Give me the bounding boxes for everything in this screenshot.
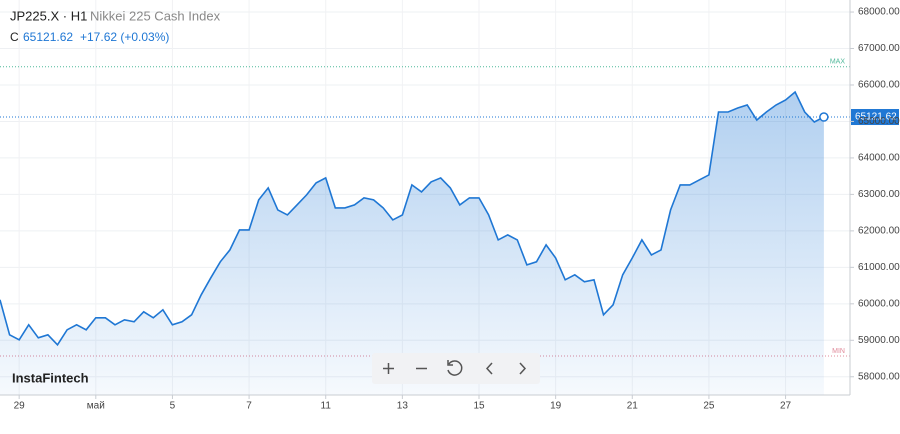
x-tick-label: 13 xyxy=(397,401,409,412)
x-tick-label: 5 xyxy=(170,401,176,412)
y-tick-label: 66000.00 xyxy=(858,80,900,91)
level-label: MAX xyxy=(830,59,846,66)
zoom-in-button[interactable] xyxy=(374,355,403,382)
y-tick-label: 65000.00 xyxy=(858,116,900,127)
y-tick-label: 64000.00 xyxy=(858,153,900,164)
symbol: JP225.X · H1 xyxy=(10,8,87,23)
zoom-out-button[interactable] xyxy=(407,355,436,382)
price-change: +17.62 (+0.03%) xyxy=(80,30,169,44)
x-tick-label: 25 xyxy=(703,401,715,412)
level-label: MIN xyxy=(832,348,845,355)
price-prefix: C xyxy=(10,30,19,44)
y-tick-label: 63000.00 xyxy=(858,189,900,200)
scroll-right-button[interactable] xyxy=(508,355,537,382)
x-tick-label: 19 xyxy=(550,401,562,412)
reset-button[interactable] xyxy=(440,355,469,382)
brand: InstaFintech xyxy=(12,370,89,385)
y-tick-label: 59000.00 xyxy=(858,335,900,346)
x-tick-label: 11 xyxy=(321,401,332,412)
instrument-name: Nikkei 225 Cash Index xyxy=(90,8,221,23)
area-fill xyxy=(0,92,824,395)
y-tick-label: 58000.00 xyxy=(858,371,900,382)
x-tick-label: 15 xyxy=(473,401,485,412)
scroll-left-button[interactable] xyxy=(475,355,504,382)
zoom-controls xyxy=(372,353,540,384)
y-tick-label: 67000.00 xyxy=(858,43,900,54)
x-tick-label: 27 xyxy=(780,401,792,412)
x-tick-label: май xyxy=(87,401,105,412)
last-point xyxy=(819,112,829,122)
y-tick-label: 60000.00 xyxy=(858,298,900,309)
x-tick-label: 7 xyxy=(246,401,252,412)
last-price-label: 65121.62 xyxy=(855,112,897,123)
price-line xyxy=(0,90,825,347)
y-tick-label: 62000.00 xyxy=(858,226,900,237)
last-price-box xyxy=(851,109,899,126)
x-tick-label: 21 xyxy=(627,401,639,412)
y-tick-label: 68000.00 xyxy=(858,7,900,18)
price: 65121.62 xyxy=(23,30,73,44)
y-tick-label: 61000.00 xyxy=(858,262,900,273)
x-tick-label: 29 xyxy=(14,401,26,412)
